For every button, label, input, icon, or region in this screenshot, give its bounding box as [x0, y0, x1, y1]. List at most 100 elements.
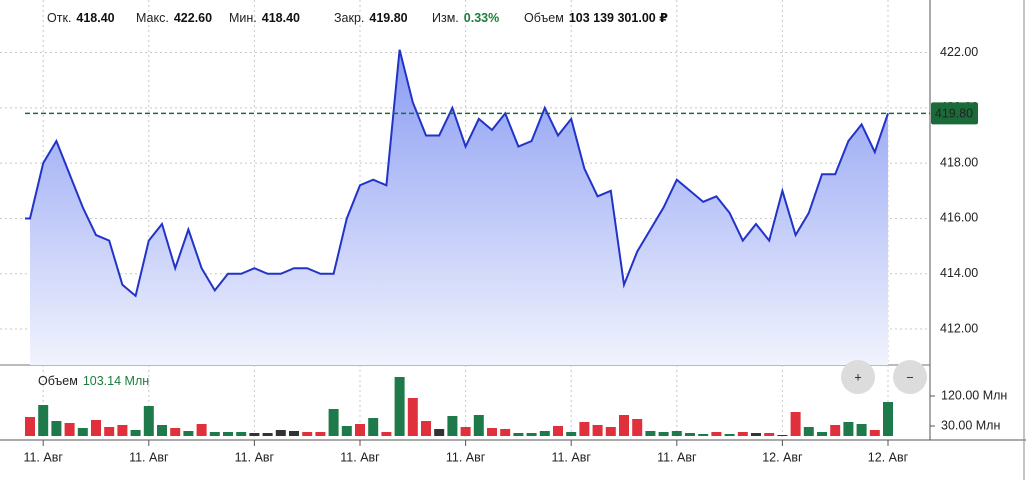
- stat-value: 419.80: [369, 11, 407, 25]
- volume-bar: [262, 433, 273, 436]
- y-tick-label: 414.00: [940, 266, 978, 280]
- volume-bar: [619, 415, 629, 436]
- volume-bar: [777, 435, 788, 436]
- stat-label: Мин.: [229, 11, 257, 25]
- volume-bar: [751, 433, 761, 436]
- volume-bar: [157, 425, 167, 436]
- stat: Отк. 418.40: [47, 11, 115, 25]
- stat: Макс. 422.60: [136, 11, 212, 25]
- volume-bar: [592, 425, 603, 436]
- volume-bar: [711, 432, 722, 436]
- axes: 412.00414.00416.00418.00420.00422.0011. …: [23, 45, 1007, 464]
- volume-bar: [645, 431, 656, 436]
- volume-bar: [38, 405, 49, 436]
- volume-bar: [658, 432, 669, 436]
- price-pane: [25, 49, 889, 365]
- volume-bar: [632, 419, 643, 436]
- x-tick-label: 11. Авг: [446, 450, 486, 464]
- volume-bar: [830, 425, 841, 436]
- volume-bar: [671, 431, 682, 436]
- price-line: [25, 49, 889, 298]
- volume-bar: [817, 432, 827, 436]
- volume-bar: [91, 420, 101, 436]
- stat-label: Отк.: [47, 11, 71, 25]
- zoom-button-label: +: [854, 370, 861, 384]
- stat-value: 0.33%: [464, 11, 499, 25]
- zoom-button-label: −: [906, 370, 913, 384]
- volume-bar: [434, 429, 445, 436]
- x-tick-label: 12. Авг: [762, 450, 803, 464]
- volume-bar: [315, 432, 326, 436]
- stat: Объем 103 139 301.00 ₽: [524, 11, 668, 25]
- y-tick-label: 422.00: [940, 45, 978, 59]
- volume-bar: [275, 430, 286, 436]
- volume-bar: [605, 427, 616, 436]
- y-tick-label: 416.00: [940, 211, 978, 225]
- volume-bar: [368, 418, 379, 436]
- volume-bar: [77, 428, 88, 436]
- volume-bar: [790, 412, 801, 436]
- volume-bar: [803, 427, 814, 436]
- stat-label: Макс.: [136, 11, 169, 25]
- volume-bar: [579, 422, 590, 436]
- y-tick-label: 30.00 Млн: [941, 418, 1000, 432]
- volume-bar: [196, 424, 207, 436]
- volume-bar: [698, 434, 709, 436]
- last-price-badge: [931, 102, 978, 125]
- volume-pane: Объем 103.14 Млн: [25, 374, 893, 436]
- volume-bar: [764, 433, 775, 436]
- volume-bar: [685, 433, 695, 436]
- volume-bar: [843, 422, 854, 436]
- header: Отк. 418.40 Макс. 422.60 Мин. 418.40 Закр. 419.…: [47, 11, 668, 25]
- volume-bar: [223, 432, 233, 436]
- stat: Изм. 0.33%: [432, 11, 499, 25]
- volume-bar: [104, 427, 115, 436]
- volume-bar: [64, 423, 75, 436]
- stat-label: Объем: [524, 11, 564, 25]
- volume-bar: [724, 434, 735, 436]
- volume-bar: [526, 433, 537, 436]
- volume-bar: [328, 409, 339, 436]
- volume-bar: [25, 417, 35, 436]
- zoom-button[interactable]: +: [841, 360, 875, 394]
- zoom-button[interactable]: −: [893, 360, 927, 394]
- volume-bar: [407, 398, 418, 436]
- volume-bar: [737, 432, 748, 436]
- volume-bar: [869, 430, 880, 436]
- volume-bar: [447, 416, 458, 436]
- volume-bar: [117, 425, 128, 436]
- stat-value: 422.60: [174, 11, 212, 25]
- x-tick-label: 11. Авг: [657, 450, 697, 464]
- volume-title-label: Объем: [38, 374, 78, 388]
- x-tick-label: 11. Авг: [340, 450, 380, 464]
- volume-bar: [513, 433, 524, 436]
- volume-bar: [553, 426, 563, 436]
- volume-bar: [51, 421, 62, 436]
- volume-bar: [500, 429, 511, 436]
- stat-label: Изм.: [432, 11, 459, 25]
- volume-bar: [355, 424, 365, 436]
- volume-bar: [381, 432, 392, 436]
- volume-bar: [289, 431, 299, 436]
- volume-bar: [883, 402, 893, 436]
- volume-bar: [236, 432, 247, 436]
- area-fill: [30, 49, 888, 365]
- volume-bar: [421, 421, 431, 436]
- volume-bar: [566, 432, 577, 436]
- last-price-label: 419.80: [935, 107, 973, 121]
- volume-bar: [130, 430, 141, 436]
- volume-bar: [473, 415, 484, 436]
- volume-title-value: 103.14 Млн: [83, 374, 149, 388]
- volume-title: Объем 103.14 Млн: [38, 374, 149, 388]
- x-tick-label: 11. Авг: [551, 450, 591, 464]
- volume-bar: [143, 406, 154, 436]
- zoom-button-bg: [841, 360, 875, 394]
- x-tick-label: 11. Авг: [129, 450, 169, 464]
- volume-bar: [856, 424, 867, 436]
- stat-value: 418.40: [262, 11, 300, 25]
- volume-bar: [249, 433, 260, 436]
- volume-bar: [209, 432, 220, 436]
- volume-bar: [460, 427, 471, 436]
- x-tick-label: 12. Авг: [868, 450, 909, 464]
